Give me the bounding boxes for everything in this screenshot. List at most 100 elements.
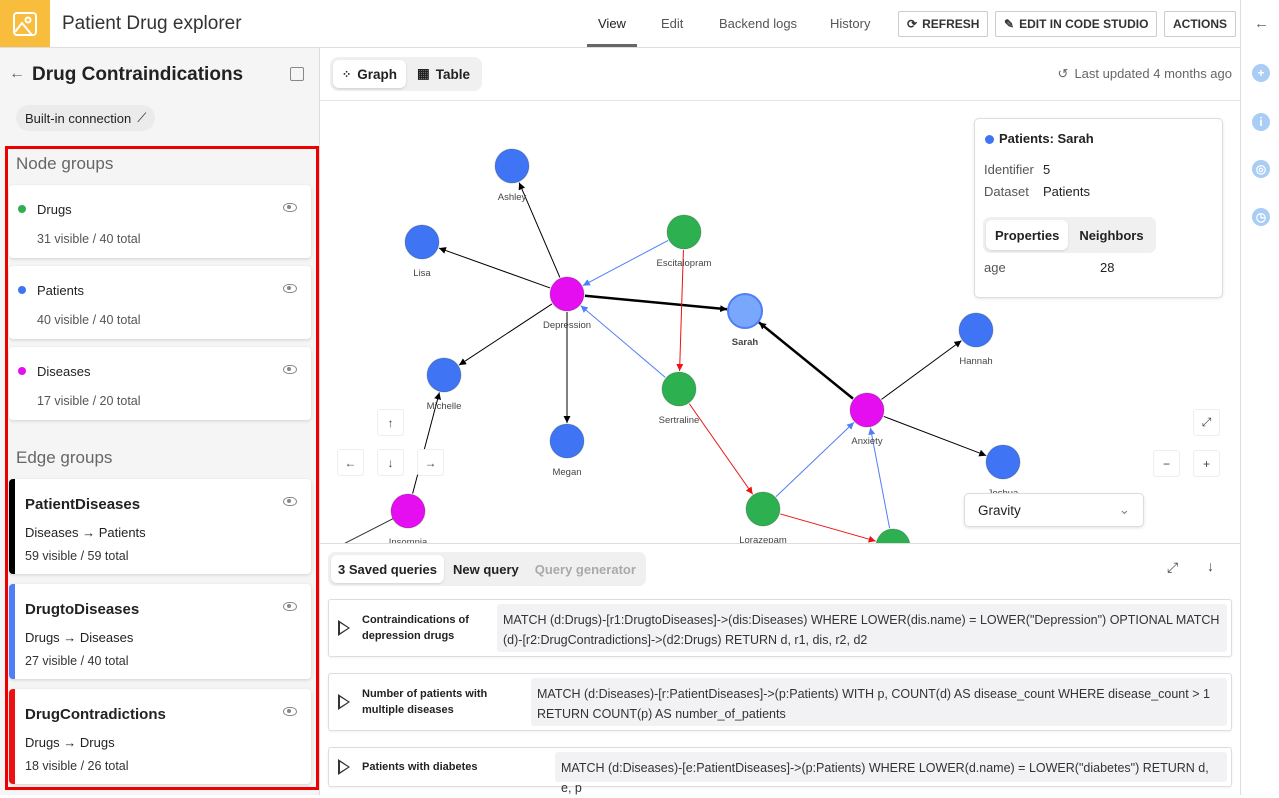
tab-query-generator[interactable]: Query generator bbox=[534, 561, 636, 577]
graph-node[interactable] bbox=[426, 357, 462, 393]
node-label: Insomnia bbox=[389, 537, 428, 543]
dataset-value: Patients bbox=[1043, 184, 1090, 199]
right-rail: ← + i ◎ ◷ bbox=[1240, 0, 1279, 795]
chevron-down-icon: ⌄ bbox=[1118, 502, 1130, 517]
eye-icon[interactable] bbox=[283, 365, 297, 374]
edge-group-drugcontradictions[interactable]: DrugContradictions Drugs → Drugs 18 visi… bbox=[9, 689, 311, 784]
collapse-panel-icon[interactable] bbox=[290, 67, 304, 81]
graph-edge[interactable] bbox=[758, 321, 854, 400]
graph-node[interactable] bbox=[875, 528, 911, 543]
graph-edge[interactable] bbox=[412, 392, 441, 494]
edit-in-code-studio-button[interactable]: ✎ EDIT IN CODE STUDIO bbox=[995, 11, 1158, 37]
graph-edge[interactable] bbox=[883, 415, 987, 457]
node-label: Michelle bbox=[427, 401, 462, 412]
eye-icon[interactable] bbox=[283, 284, 297, 293]
app-logo[interactable] bbox=[0, 0, 50, 47]
graph-edge[interactable] bbox=[688, 403, 754, 495]
graph-node[interactable] bbox=[958, 312, 994, 348]
play-icon[interactable] bbox=[338, 759, 350, 775]
node-color-dot bbox=[985, 135, 994, 144]
group-color-dot bbox=[18, 367, 26, 375]
pan-down-button[interactable]: ↓ bbox=[377, 449, 404, 476]
refresh-button[interactable]: ⟳ REFRESH bbox=[898, 11, 989, 37]
pan-up-button[interactable]: ↑ bbox=[377, 409, 404, 436]
graph-label: Graph bbox=[357, 66, 397, 82]
app-title: Patient Drug explorer bbox=[62, 13, 242, 34]
expand-icon: ⤢ bbox=[1201, 415, 1212, 429]
tab-new-query[interactable]: New query bbox=[453, 561, 519, 577]
node-group-diseases[interactable]: Diseases 17 visible / 20 total bbox=[9, 347, 311, 420]
node-group-patients[interactable]: Patients 40 visible / 40 total bbox=[9, 266, 311, 339]
plus-icon[interactable]: + bbox=[1252, 64, 1270, 82]
node-group-name: Drugs bbox=[37, 202, 72, 217]
top-bar: Patient Drug explorer View Edit Backend … bbox=[0, 0, 1240, 48]
fit-screen-button[interactable]: ⤢ bbox=[1193, 409, 1220, 436]
table-view-button[interactable]: ▦ Table bbox=[408, 60, 479, 88]
graph-edge[interactable] bbox=[868, 427, 891, 529]
saved-query-row[interactable]: Patients with diabetes MATCH (d:Diseases… bbox=[328, 747, 1232, 795]
graph-node[interactable] bbox=[549, 276, 585, 312]
play-icon[interactable] bbox=[338, 694, 350, 710]
edge-group-count: 59 visible / 59 total bbox=[25, 549, 129, 563]
graph-svg[interactable]: Ashley Lisa Depression Escitalopram Sarah Han… bbox=[320, 101, 1240, 543]
eye-icon[interactable] bbox=[283, 707, 297, 716]
graph-node[interactable] bbox=[745, 491, 781, 527]
graph-node[interactable] bbox=[661, 371, 697, 407]
pan-left-button[interactable]: ← bbox=[337, 449, 364, 476]
graph-edge[interactable] bbox=[518, 182, 561, 278]
tab-backend-logs[interactable]: Backend logs bbox=[719, 16, 798, 31]
tab-history[interactable]: History bbox=[830, 16, 871, 31]
saved-query-row[interactable]: Number of patients with multiple disease… bbox=[328, 673, 1232, 731]
collapse-down-icon[interactable]: ↓ bbox=[1207, 558, 1214, 574]
clock-icon[interactable]: ◷ bbox=[1252, 208, 1270, 226]
layout-select[interactable]: Gravity ⌄ bbox=[964, 493, 1144, 527]
pan-right-button[interactable]: → bbox=[417, 449, 444, 476]
node-label: Megan bbox=[552, 467, 581, 478]
chat-icon[interactable]: ◎ bbox=[1252, 160, 1270, 178]
graph-node[interactable] bbox=[390, 493, 426, 529]
graph-node[interactable] bbox=[849, 392, 885, 428]
graph-edge[interactable] bbox=[584, 294, 728, 313]
actions-button[interactable]: ACTIONS bbox=[1164, 11, 1236, 37]
graph-view-button[interactable]: ⁘ Graph bbox=[333, 60, 406, 88]
graph-edge[interactable] bbox=[780, 513, 876, 543]
node-group-drugs[interactable]: Drugs 31 visible / 40 total bbox=[9, 185, 311, 258]
group-color-dot bbox=[18, 205, 26, 213]
graph-edge[interactable] bbox=[676, 249, 684, 372]
expand-panel-icon[interactable]: ⤢ bbox=[1167, 559, 1179, 575]
tab-view[interactable]: View bbox=[598, 16, 626, 31]
edge-group-relation: Diseases → Patients bbox=[25, 525, 146, 540]
saved-query-row[interactable]: Contraindications of depression drugs MA… bbox=[328, 599, 1232, 657]
tab-edit[interactable]: Edit bbox=[661, 16, 684, 31]
back-arrow-icon[interactable]: ← bbox=[9, 65, 25, 82]
play-icon[interactable] bbox=[338, 620, 350, 636]
graph-node[interactable] bbox=[494, 148, 530, 184]
graph-node[interactable] bbox=[666, 214, 702, 250]
edge-group-patientdiseases[interactable]: PatientDiseases Diseases → Patients 59 v… bbox=[9, 479, 311, 574]
zoom-out-button[interactable]: − bbox=[1153, 450, 1180, 477]
graph-node[interactable] bbox=[985, 444, 1021, 480]
tab-neighbors[interactable]: Neighbors bbox=[1079, 227, 1144, 243]
graph-edge[interactable] bbox=[438, 247, 551, 289]
tab-properties[interactable]: Properties bbox=[986, 220, 1069, 250]
node-label: Hannah bbox=[959, 356, 992, 367]
info-icon[interactable]: i bbox=[1252, 113, 1270, 131]
graph-edge[interactable] bbox=[582, 239, 669, 287]
graph-canvas[interactable]: Ashley Lisa Depression Escitalopram Sarah Han… bbox=[320, 100, 1240, 543]
graph-edge[interactable] bbox=[775, 422, 855, 497]
edge-groups-heading: Edge groups bbox=[16, 448, 113, 467]
graph-node[interactable] bbox=[727, 293, 763, 329]
zoom-in-button[interactable]: + bbox=[1193, 450, 1220, 477]
edge-group-drugtodiseases[interactable]: DrugtoDiseases Drugs → Diseases 27 visib… bbox=[9, 584, 311, 679]
eye-icon[interactable] bbox=[283, 203, 297, 212]
eye-icon[interactable] bbox=[283, 497, 297, 506]
graph-edge[interactable] bbox=[881, 340, 962, 400]
eye-icon[interactable] bbox=[283, 602, 297, 611]
edge-group-name: DrugtoDiseases bbox=[25, 601, 140, 618]
graph-edge[interactable] bbox=[580, 305, 666, 378]
arrow-left-icon[interactable]: ← bbox=[1254, 15, 1269, 32]
tab-saved-queries[interactable]: 3 Saved queries bbox=[331, 555, 444, 583]
graph-node[interactable] bbox=[404, 224, 440, 260]
graph-edge[interactable] bbox=[458, 303, 553, 366]
graph-node[interactable] bbox=[549, 423, 585, 459]
